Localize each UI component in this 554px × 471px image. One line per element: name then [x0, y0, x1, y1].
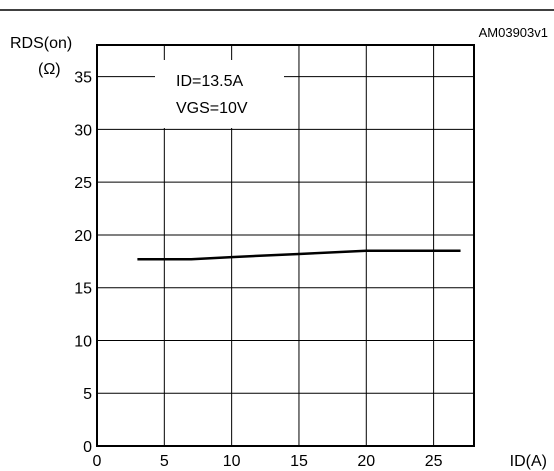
- x-tick-labels: 0 5 10 15 20 25: [93, 453, 443, 470]
- y-tick-label: 5: [83, 386, 92, 403]
- y-tick-label: 15: [74, 281, 92, 298]
- y-tick-label: 25: [74, 175, 92, 192]
- x-axis-label: ID(A): [510, 453, 547, 470]
- plot-frame: [96, 44, 475, 447]
- annotation-vgs: VGS=10V: [176, 100, 248, 117]
- grid: [97, 45, 474, 446]
- series-line: [137, 249, 461, 261]
- x-tick-label: 5: [160, 453, 169, 470]
- x-tick-label: 10: [223, 453, 241, 470]
- x-tick-label: 0: [93, 453, 102, 470]
- annotation-id: ID=13.5A: [176, 73, 243, 90]
- y-tick-labels: 0 5 10 15 20 25 30 35: [74, 70, 92, 456]
- y-tick-label: 0: [83, 439, 92, 456]
- series-group: [137, 249, 461, 261]
- y-tick-label: 20: [74, 228, 92, 245]
- y-tick-label: 10: [74, 333, 92, 350]
- annotation-box: [155, 60, 284, 128]
- x-tick-label: 25: [425, 453, 443, 470]
- x-tick-label: 15: [290, 453, 308, 470]
- figure-id: AM03903v1: [479, 25, 548, 40]
- y-axis-label-1: RDS(on): [10, 35, 72, 52]
- y-tick-label: 30: [74, 122, 92, 139]
- x-tick-label: 20: [357, 453, 375, 470]
- y-axis-label-2: (Ω): [38, 61, 61, 78]
- y-tick-label: 35: [74, 70, 92, 87]
